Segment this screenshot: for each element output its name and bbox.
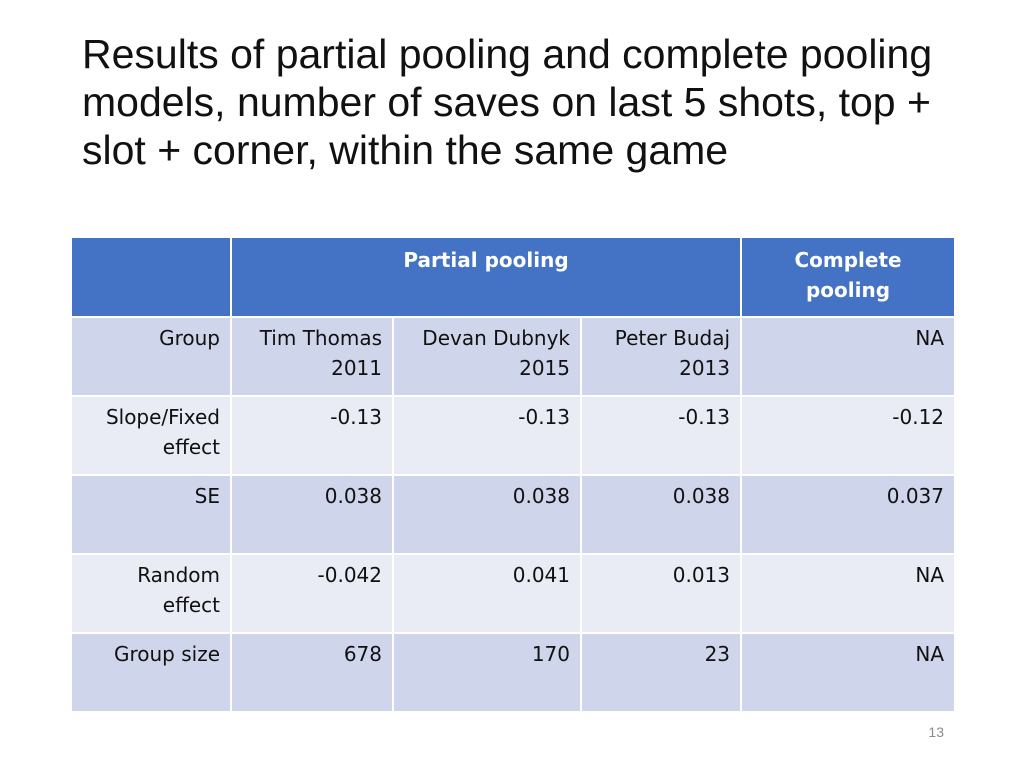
header-complete-pooling: Complete pooling xyxy=(740,236,957,318)
row-label: Group size xyxy=(70,632,232,713)
table-cell: 0.041 xyxy=(392,553,582,634)
header-corner-cell xyxy=(70,236,232,318)
table-cell: 0.038 xyxy=(392,474,582,555)
row-label: Group xyxy=(70,316,232,397)
table-cell: 0.013 xyxy=(579,553,743,634)
table-cell: 23 xyxy=(579,632,743,713)
table-cell: -0.12 xyxy=(740,395,957,476)
table-row: Group size 678 170 23 NA xyxy=(70,632,957,713)
table-cell: -0.13 xyxy=(230,395,394,476)
row-label: Random effect xyxy=(70,553,232,634)
table-row: Slope/Fixed effect -0.13 -0.13 -0.13 -0.… xyxy=(70,395,957,476)
table-cell: 0.038 xyxy=(230,474,394,555)
table-cell: -0.13 xyxy=(392,395,582,476)
row-label: Slope/Fixed effect xyxy=(70,395,232,476)
header-partial-pooling: Partial pooling xyxy=(229,236,743,318)
table-cell: -0.042 xyxy=(230,553,394,634)
table-row: SE 0.038 0.038 0.038 0.037 xyxy=(70,474,957,555)
table-cell: 678 xyxy=(230,632,394,713)
results-table: Partial pooling Complete pooling Group T… xyxy=(70,236,957,713)
table-cell: 170 xyxy=(392,632,582,713)
page-number: 13 xyxy=(928,724,944,740)
table-cell: 0.037 xyxy=(740,474,957,555)
table-header-row: Partial pooling Complete pooling xyxy=(70,236,957,318)
table-cell: NA xyxy=(740,316,957,397)
table-cell: Peter Budaj 2013 xyxy=(579,316,743,397)
slide-title: Results of partial pooling and complete … xyxy=(82,31,933,173)
table-cell: Devan Dubnyk 2015 xyxy=(392,316,582,397)
table-cell: Tim Thomas 2011 xyxy=(230,316,394,397)
table-cell: NA xyxy=(740,553,957,634)
table-cell: 0.038 xyxy=(579,474,743,555)
table-row: Group Tim Thomas 2011 Devan Dubnyk 2015 … xyxy=(70,316,957,397)
row-label: SE xyxy=(70,474,232,555)
table-cell: NA xyxy=(740,632,957,713)
table-cell: -0.13 xyxy=(579,395,743,476)
table-row: Random effect -0.042 0.041 0.013 NA xyxy=(70,553,957,634)
